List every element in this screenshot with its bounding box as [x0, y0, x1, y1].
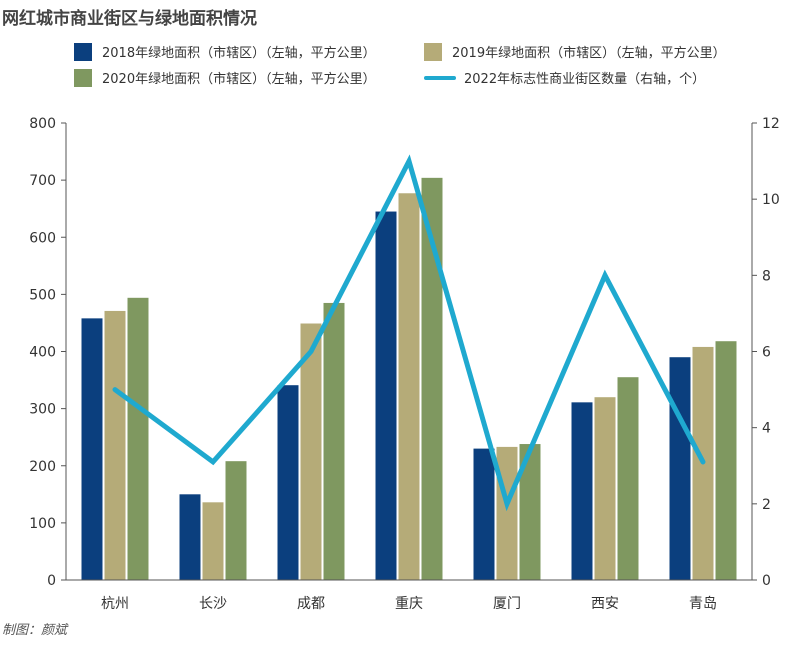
bar-2018	[473, 448, 495, 580]
y-left-tick-label: 400	[29, 345, 56, 361]
y-right-tick-label: 4	[762, 421, 771, 437]
bar-2018	[81, 318, 103, 580]
x-category-label: 青岛	[689, 596, 717, 612]
bar-2019	[202, 502, 224, 580]
y-right-tick-label: 0	[762, 573, 771, 589]
y-left-tick-label: 500	[29, 287, 56, 303]
legend-item-2018: 2018年绿地面积（市辖区）（左轴，平方公里）	[74, 42, 376, 61]
bar-2019	[594, 397, 616, 580]
y-right-tick-label: 12	[762, 116, 780, 132]
y-left-tick-label: 300	[29, 402, 56, 418]
legend-item-2020: 2020年绿地面积（市辖区）（左轴，平方公里）	[74, 68, 376, 87]
legend-swatch-2020	[74, 68, 92, 87]
legend-label-2022: 2022年标志性商业街区数量（右轴，个）	[464, 72, 706, 87]
legend-swatch-2018	[74, 42, 92, 61]
bar-2018	[277, 385, 299, 580]
bar-2020	[127, 297, 149, 580]
y-right-tick-label: 8	[762, 268, 771, 284]
x-category-label: 长沙	[199, 596, 227, 612]
bar-2020	[519, 444, 541, 580]
bar-2020	[421, 177, 443, 580]
chart-credit: 制图：颜斌	[2, 623, 68, 638]
y-right-tick-label: 6	[762, 345, 771, 361]
bar-2019	[496, 446, 518, 580]
bar-2020	[617, 377, 639, 580]
legend-item-2022-line: 2022年标志性商业街区数量（右轴，个）	[424, 68, 705, 87]
y-left-tick-label: 700	[29, 173, 56, 189]
bar-2019	[398, 193, 420, 581]
legend-label-2020: 2020年绿地面积（市辖区）（左轴，平方公里）	[102, 72, 376, 87]
bar-2018	[179, 494, 201, 580]
y-left-tick-label: 0	[47, 573, 56, 589]
y-right-tick-label: 2	[762, 497, 771, 513]
chart-title: 网红城市商业街区与绿地面积情况	[2, 9, 257, 29]
legend-label-2018: 2018年绿地面积（市辖区）（左轴，平方公里）	[102, 46, 376, 61]
y-left-tick-label: 800	[29, 116, 56, 132]
x-category-label: 厦门	[493, 596, 521, 612]
legend-label-2019: 2019年绿地面积（市辖区）（左轴，平方公里）	[452, 46, 726, 61]
y-left-tick-label: 600	[29, 230, 56, 246]
x-category-label: 重庆	[395, 596, 423, 612]
y-right-tick-label: 10	[762, 192, 780, 208]
bar-2018	[375, 211, 397, 580]
legend-swatch-2019	[424, 42, 442, 61]
bar-2019	[300, 323, 322, 580]
bar-2018	[669, 357, 691, 580]
bar-2020	[323, 302, 345, 580]
bar-2019	[104, 310, 126, 580]
bar-2020	[715, 341, 737, 580]
y-left-tick-label: 200	[29, 459, 56, 475]
bar-2020	[225, 461, 247, 580]
bar-2018	[571, 402, 593, 580]
legend-line-2022	[424, 75, 456, 80]
x-category-label: 杭州	[101, 596, 129, 612]
x-category-label: 成都	[297, 596, 325, 612]
x-category-label: 西安	[591, 596, 619, 612]
y-left-tick-label: 100	[29, 516, 56, 532]
legend-item-2019: 2019年绿地面积（市辖区）（左轴，平方公里）	[424, 42, 726, 61]
